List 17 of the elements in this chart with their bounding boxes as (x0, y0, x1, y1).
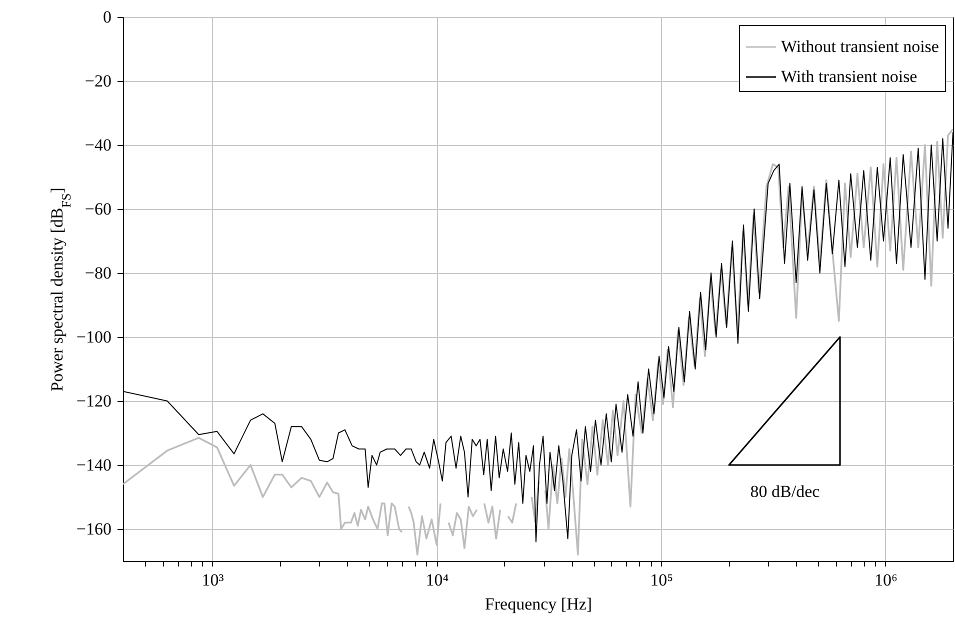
y-tick-label: −160 (76, 520, 112, 538)
annotation: 80 dB/dec (750, 482, 820, 501)
y-tick-label: −80 (84, 264, 112, 282)
y-tick-label: −20 (84, 72, 112, 90)
y-tick-label: −120 (76, 392, 112, 410)
x-tick-label: 10⁵ (650, 570, 674, 590)
y-tick-label: −140 (76, 456, 112, 474)
x-tick-label: 10⁶ (874, 570, 898, 590)
legend-label: With transient noise (781, 67, 918, 86)
x-tick-label: 10⁴ (426, 570, 449, 590)
x-tick-label: 10³ (202, 570, 224, 590)
legend-label: Without transient noise (781, 37, 939, 56)
y-tick-label: −60 (84, 200, 112, 218)
y-tick-label: −40 (84, 136, 112, 154)
y-tick-label: −100 (76, 328, 112, 346)
y-tick-label: 0 (103, 8, 112, 26)
x-axis-title: Frequency [Hz] (484, 594, 592, 614)
